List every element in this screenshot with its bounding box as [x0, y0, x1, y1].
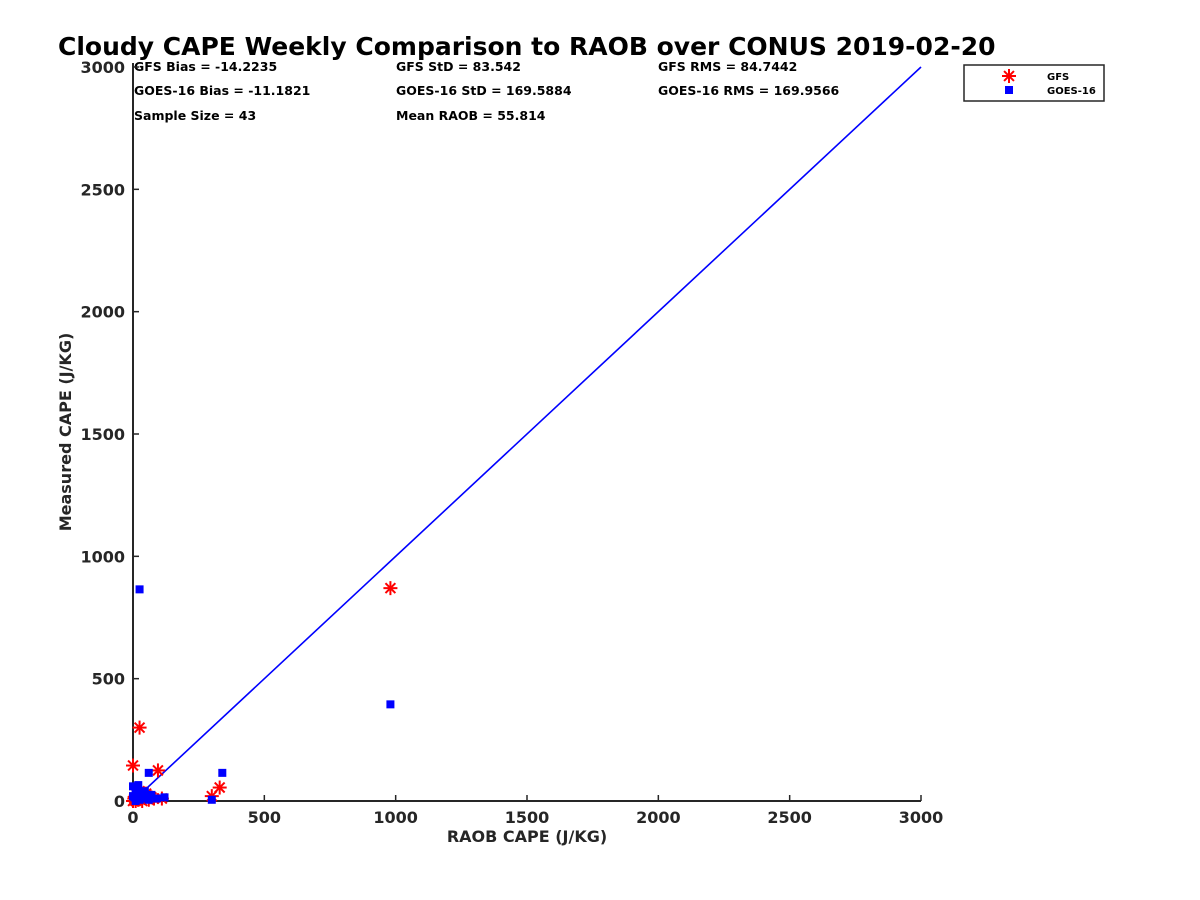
- legend-box: [963, 64, 1105, 102]
- goes16-point: [131, 797, 140, 805]
- stat-text: Sample Size = 43: [134, 108, 256, 123]
- goes16-point: [218, 768, 227, 777]
- y-axis-label: Measured CAPE (J/KG): [56, 333, 75, 532]
- x-tick-label: 500: [248, 808, 281, 827]
- x-tick-label: 1000: [373, 808, 418, 827]
- x-ticks: 0 500 1000 1500 2000 2500 3000: [127, 795, 943, 827]
- x-tick-label: 1500: [505, 808, 550, 827]
- series-gfs: [126, 581, 398, 808]
- goes16-point: [144, 795, 153, 804]
- stat-text: GOES-16 Bias = -11.1821: [134, 83, 310, 98]
- legend-label: GFS: [1047, 72, 1069, 83]
- x-tick-label: 2500: [767, 808, 812, 827]
- stat-text: GOES-16 StD = 169.5884: [396, 83, 572, 98]
- stat-text: GFS StD = 83.542: [396, 59, 521, 74]
- x-tick-label: 0: [127, 808, 138, 827]
- y-tick-label: 2500: [80, 180, 125, 199]
- legend-marker-gfs: [1002, 69, 1016, 83]
- gfs-point-stroke: [152, 764, 164, 777]
- goes16-point: [134, 781, 143, 790]
- goes16-point: [140, 787, 149, 796]
- gfs-point: [150, 763, 165, 778]
- y-tick-label: 1500: [80, 425, 125, 444]
- goes16-point: [207, 795, 216, 804]
- gfs-point: [126, 758, 140, 773]
- goes16-point: [152, 794, 161, 803]
- stat-text: Mean RAOB = 55.814: [396, 108, 546, 123]
- gfs-point-stroke: [133, 721, 146, 734]
- legend-label: GOES-16: [1047, 86, 1096, 97]
- y-tick-label: 0: [114, 792, 125, 811]
- gfs-point-stroke: [384, 582, 397, 594]
- gfs-point: [212, 780, 227, 795]
- one-to-one-line: [132, 66, 922, 802]
- y-ticks: 0 500 1000 1500 2000 2500 3000: [80, 58, 139, 811]
- x-tick-label: 2000: [636, 808, 681, 827]
- legend-items: GFS GOES-16: [1002, 69, 1096, 97]
- reference-line: [132, 66, 922, 802]
- y-tick-label: 2000: [80, 303, 125, 322]
- chart-title: Cloudy CAPE Weekly Comparison to RAOB ov…: [58, 32, 996, 61]
- stat-text: GFS Bias = -14.2235: [134, 59, 277, 74]
- gfs-point: [132, 720, 147, 735]
- goes16-point: [135, 585, 144, 594]
- goes16-point: [144, 768, 153, 777]
- goes16-point: [129, 792, 137, 801]
- y-tick-label: 1000: [80, 547, 125, 566]
- x-tick-label: 3000: [899, 808, 944, 827]
- y-tick-label: 500: [92, 670, 125, 689]
- x-axis-label: RAOB CAPE (J/KG): [447, 827, 607, 846]
- legend-marker-gfs-stroke: [1003, 70, 1015, 82]
- stats-block: GFS Bias = -14.2235 GFS StD = 83.542 GFS R…: [134, 59, 840, 123]
- stat-text: GFS RMS = 84.7442: [658, 59, 797, 74]
- gfs-point: [383, 581, 398, 596]
- series-goes-16: [129, 585, 395, 805]
- goes16-point: [160, 793, 169, 802]
- legend: GFS GOES-16: [963, 64, 1105, 102]
- stat-text: GOES-16 RMS = 169.9566: [658, 83, 840, 98]
- goes16-point: [386, 700, 395, 709]
- goes16-point: [147, 790, 156, 799]
- gfs-point-stroke: [127, 759, 139, 772]
- y-tick-label: 3000: [80, 58, 125, 77]
- data-points: [126, 581, 398, 808]
- legend-marker-goes16: [1005, 86, 1013, 94]
